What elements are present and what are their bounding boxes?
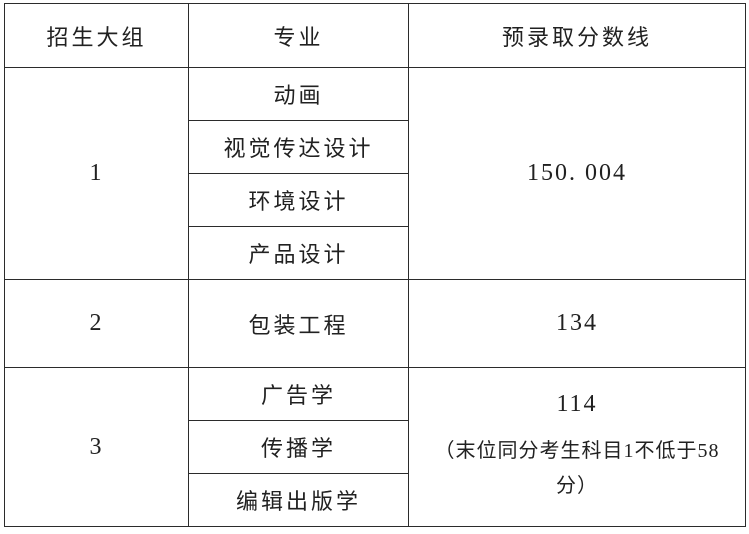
- score-note: （末位同分考生科目1不低于58分）: [434, 439, 720, 497]
- group-number-cell: 2: [4, 279, 189, 368]
- score-value: 114: [556, 390, 598, 417]
- header-cell-group: 招生大组: [4, 3, 189, 68]
- table-row: 编辑出版学: [5, 473, 746, 527]
- major-cell: 产品设计: [188, 226, 409, 280]
- group-number-cell: 1: [4, 67, 189, 280]
- table-row: 产品设计: [5, 226, 746, 280]
- header-cell-major: 专业: [188, 3, 409, 68]
- table-row: 2 包装工程 134: [4, 279, 746, 368]
- major-cell: 编辑出版学: [188, 473, 409, 527]
- score-cell: 134: [408, 279, 746, 368]
- group-number-cell: 3: [4, 367, 189, 527]
- major-cell: 广告学: [188, 367, 409, 421]
- major-cell: 视觉传达设计: [188, 120, 409, 174]
- score-cell: 150. 004: [408, 67, 746, 280]
- table-row: 环境设计: [5, 173, 746, 227]
- score-cell: 114 （末位同分考生科目1不低于58分）: [408, 367, 746, 527]
- major-cell: 包装工程: [188, 279, 409, 368]
- major-cell: 环境设计: [188, 173, 409, 227]
- table-row: 3 广告学 114 （末位同分考生科目1不低于58分）: [4, 367, 746, 527]
- header-row: 招生大组 专业 预录取分数线: [4, 3, 746, 68]
- major-cell: 动画: [188, 67, 409, 121]
- table-row: 视觉传达设计: [5, 120, 746, 174]
- table-row: 1 动画 150. 004: [4, 67, 746, 280]
- major-cell: 传播学: [188, 420, 409, 474]
- header-cell-score: 预录取分数线: [408, 3, 746, 68]
- admission-score-table: 招生大组 专业 预录取分数线 1 动画 150. 004 视觉传达设计 环境设计…: [4, 3, 746, 527]
